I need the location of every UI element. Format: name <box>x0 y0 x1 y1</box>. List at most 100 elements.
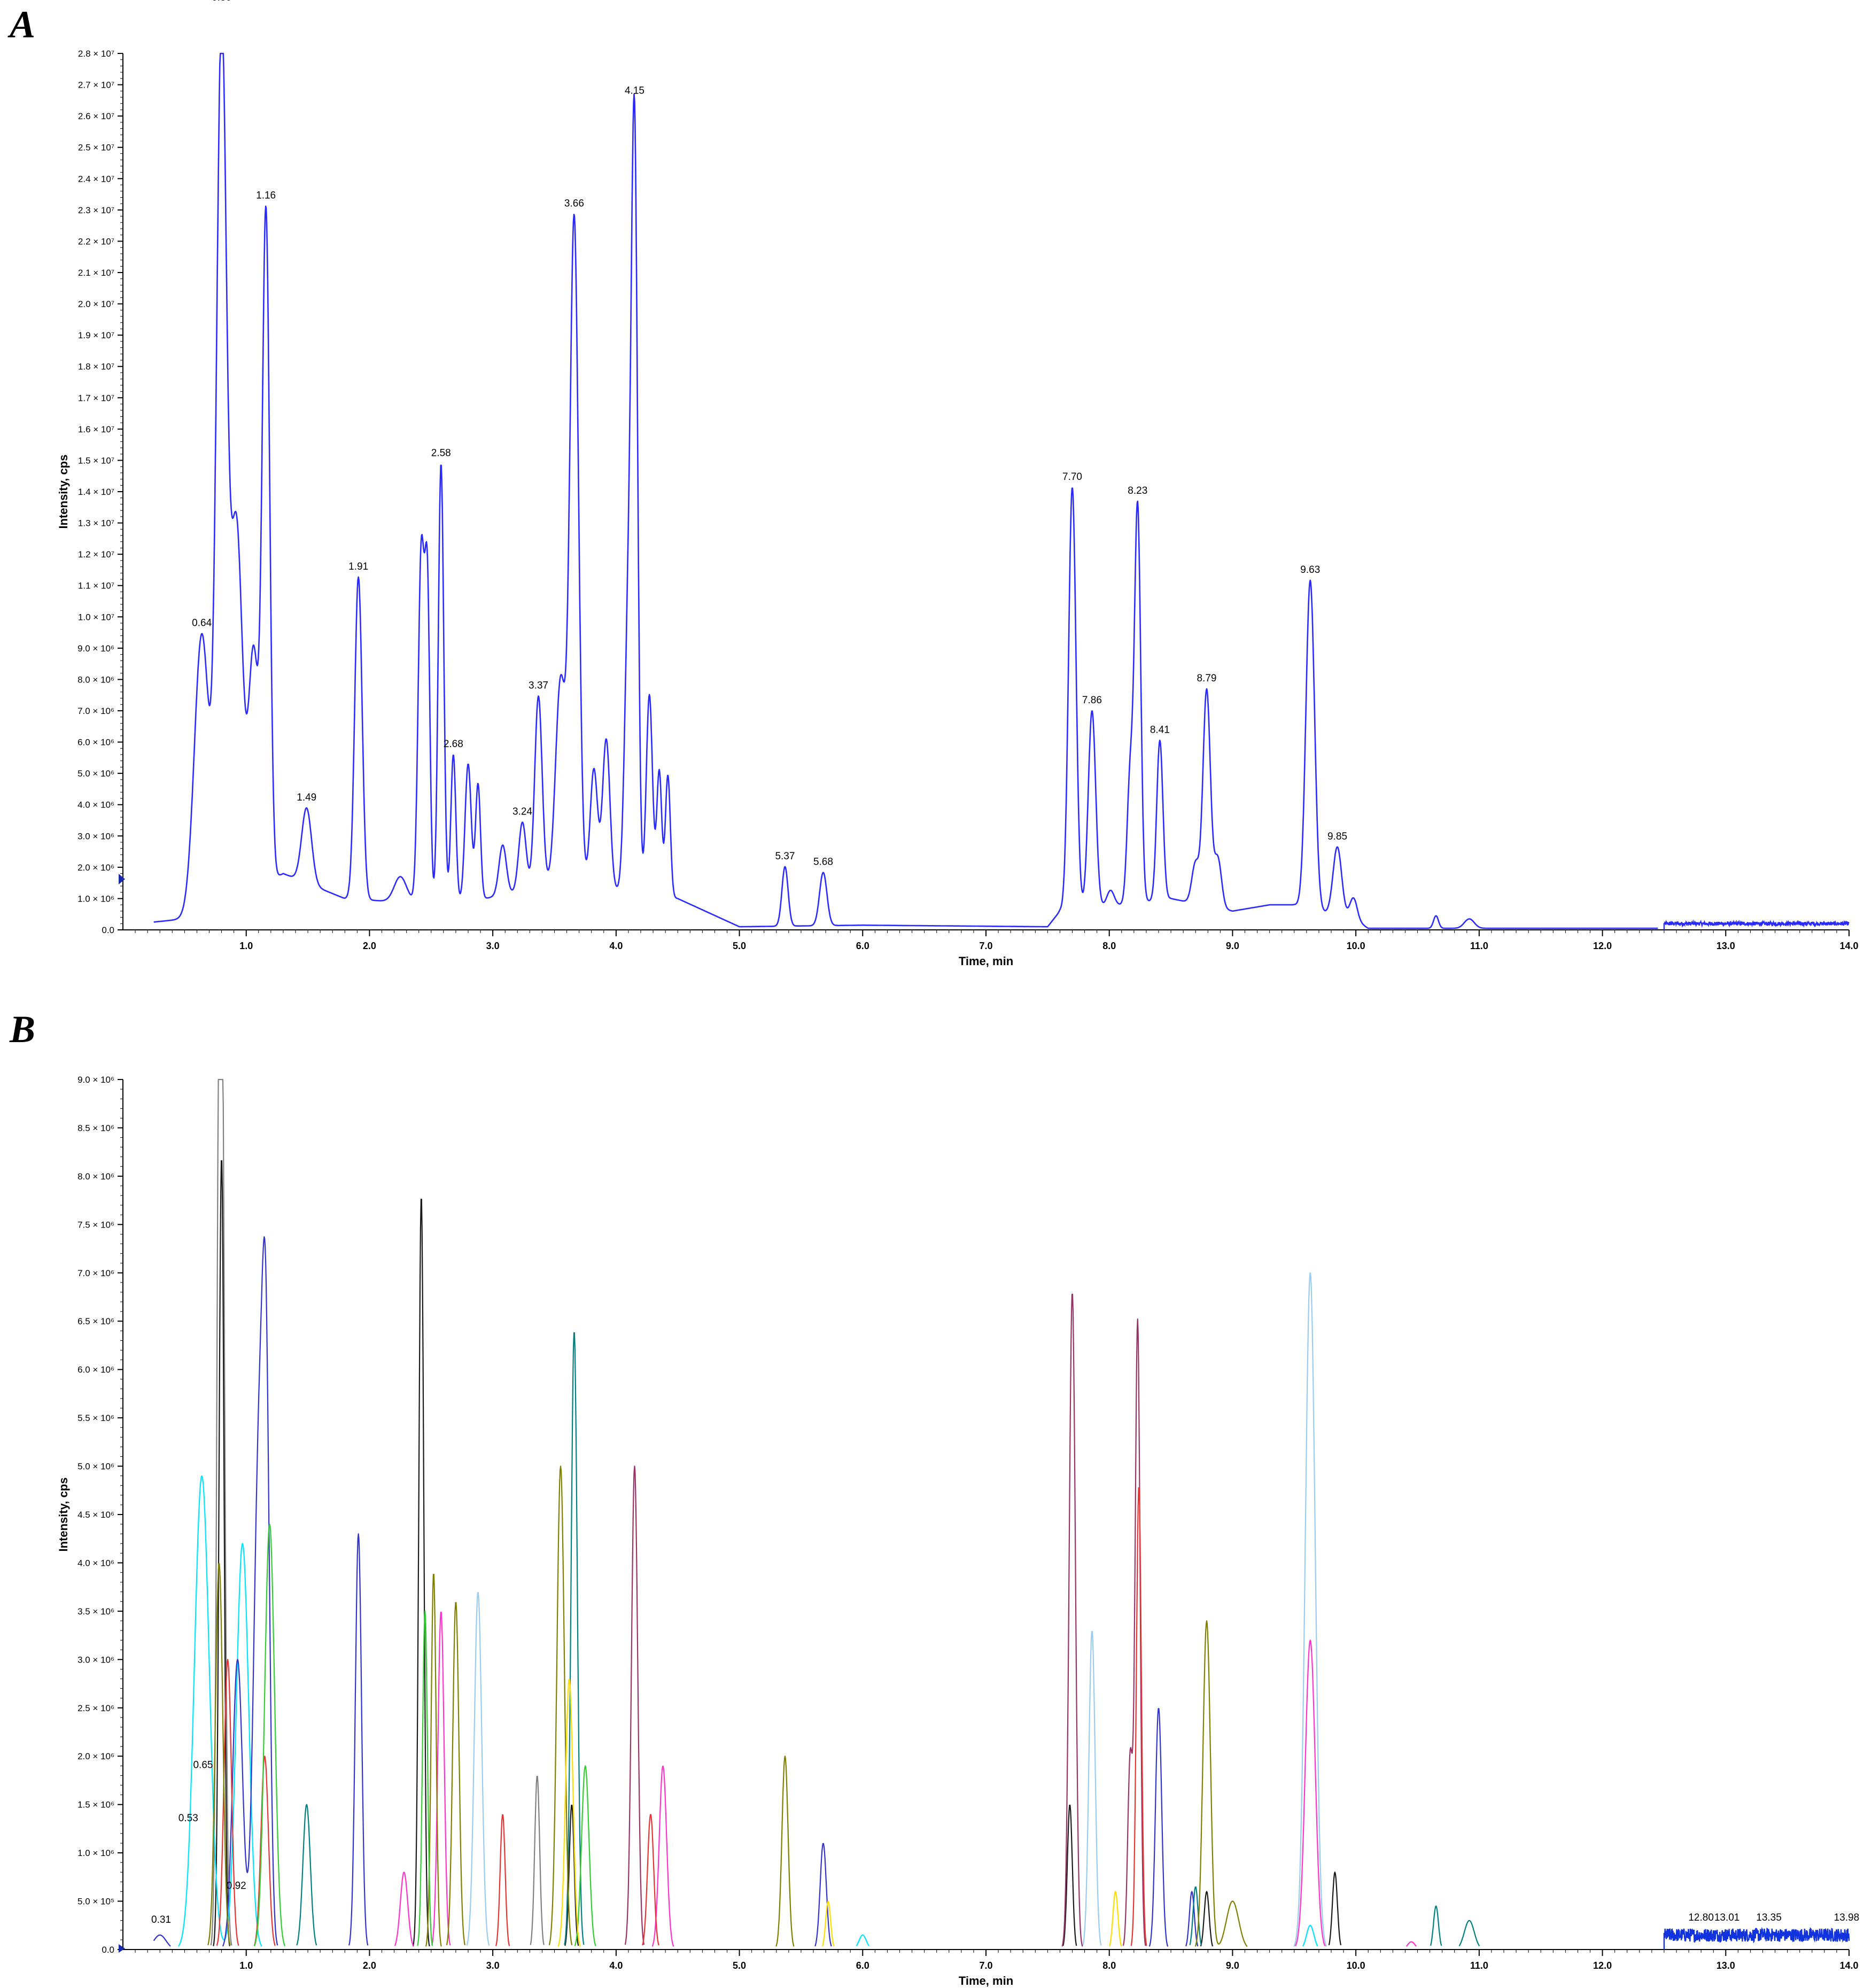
y-tick-label: 7.0 × 10⁶ <box>77 1268 114 1278</box>
peak-label: 3.66 <box>564 198 584 209</box>
y-tick-label: 2.0 × 10⁶ <box>77 863 114 873</box>
x-tick-label: 13.0 <box>1717 1960 1735 1971</box>
peak-label: 13.98 <box>1834 1912 1860 1923</box>
x-tick-label: 8.0 <box>1102 941 1116 951</box>
x-tick-label: 6.0 <box>856 941 869 951</box>
y-tick-label: 1.0 × 10⁷ <box>78 612 114 622</box>
y-axis-label: Intensity, cps <box>57 1478 70 1552</box>
series-line <box>177 1476 1318 1947</box>
y-tick-label: 5.0 × 10⁵ <box>77 1897 114 1907</box>
axis-marker <box>119 874 125 884</box>
x-tick-label: 13.0 <box>1717 941 1735 951</box>
peak-label: 8.41 <box>1150 724 1170 735</box>
y-tick-label: 0.0 <box>102 925 114 935</box>
x-tick-label: 10.0 <box>1347 1960 1365 1971</box>
y-tick-label: 2.4 × 10⁷ <box>78 174 114 184</box>
peak-label: 13.01 <box>1714 1912 1740 1923</box>
y-tick-label: 1.4 × 10⁷ <box>78 487 114 497</box>
y-tick-label: 9.0 × 10⁶ <box>77 643 114 654</box>
panel-a: 0.0 1.0 × 10⁶ 2.0 × 10⁶ 3.0 × 10⁶ 4.0 × 10⁶ 5… <box>57 0 1859 968</box>
series-line <box>466 1272 1327 1947</box>
y-tick-label: 3.0 × 10⁶ <box>77 831 114 841</box>
x-tick-label: 4.0 <box>609 941 623 951</box>
y-tick-label: 5.0 × 10⁶ <box>77 768 114 779</box>
x-tick-label: 7.0 <box>979 941 992 951</box>
panel-b: 0.0 5.0 × 10⁵ 1.0 × 10⁶ 1.5 × 10⁶ 2.0 × 10⁶ 2… <box>57 1075 1859 1987</box>
x-tick-label: 11.0 <box>1470 941 1488 951</box>
y-tick-label: 1.2 × 10⁷ <box>78 549 114 560</box>
y-tick-label: 1.5 × 10⁶ <box>77 1800 114 1810</box>
x-axis-label: Time, min <box>959 954 1013 968</box>
peak-label: 9.85 <box>1327 831 1347 842</box>
peak-label: 4.15 <box>625 86 644 97</box>
panel-a-letter: A <box>7 3 35 46</box>
peak-label: 2.58 <box>431 447 451 459</box>
x-tick-label: 5.0 <box>733 941 746 951</box>
y-tick-label: 1.5 × 10⁷ <box>78 455 114 465</box>
series-line <box>557 1679 1122 1947</box>
y-tick-label: 2.0 × 10⁶ <box>77 1751 114 1761</box>
noise-trace <box>1663 1927 1850 1950</box>
series-line <box>213 1160 1342 1947</box>
x-tick-label: 7.0 <box>979 1960 992 1971</box>
x-tick-label: 1.0 <box>239 941 253 951</box>
y-tick-label: 1.9 × 10⁷ <box>78 330 114 340</box>
y-tick-label: 6.5 × 10⁶ <box>77 1316 114 1326</box>
series-line <box>153 52 1658 929</box>
series-line <box>296 1332 1480 1946</box>
x-tick-label: 14.0 <box>1839 1960 1858 1971</box>
peak-label: 2.68 <box>444 739 463 750</box>
peak-label: 7.86 <box>1082 695 1102 706</box>
x-tick-label: 14.0 <box>1839 941 1858 951</box>
y-tick-label: 5.5 × 10⁶ <box>77 1413 114 1423</box>
series-line <box>216 1487 1147 1946</box>
peak-label: 8.79 <box>1197 673 1216 684</box>
x-tick-label: 2.0 <box>363 1960 376 1971</box>
y-tick-label: 8.0 × 10⁶ <box>77 674 114 685</box>
y-tick-label: 2.8 × 10⁷ <box>78 49 114 59</box>
peak-label: 1.49 <box>297 792 316 803</box>
x-tick-label: 9.0 <box>1226 941 1239 951</box>
noise-trace <box>1663 919 1850 930</box>
peak-label: 1.91 <box>348 561 368 572</box>
y-tick-label: 6.0 × 10⁶ <box>77 1365 114 1375</box>
x-tick-label: 12.0 <box>1593 1960 1612 1971</box>
y-tick-label: 1.3 × 10⁷ <box>78 518 114 529</box>
y-tick-label: 2.0 × 10⁷ <box>78 299 114 309</box>
y-tick-label: 2.7 × 10⁷ <box>78 80 114 90</box>
peak-label: 7.70 <box>1062 471 1082 483</box>
x-tick-label: 3.0 <box>486 1960 500 1971</box>
y-tick-label: 1.8 × 10⁷ <box>78 362 114 372</box>
y-tick-label: 2.5 × 10⁶ <box>77 1703 114 1713</box>
x-tick-label: 9.0 <box>1226 1960 1239 1971</box>
y-tick-label: 2.5 × 10⁷ <box>78 143 114 153</box>
peak-label: 3.37 <box>529 680 548 691</box>
series-line <box>394 1611 1417 1947</box>
y-tick-label: 1.0 × 10⁶ <box>77 894 114 904</box>
peak-label: 8.23 <box>1128 485 1147 496</box>
peak-label: 0.31 <box>151 1914 171 1925</box>
y-tick-label: 5.0 × 10⁶ <box>77 1462 114 1472</box>
series-line <box>210 1078 545 1946</box>
peak-label: 1.16 <box>256 190 276 201</box>
peak-label: 0.64 <box>192 618 212 629</box>
peak-label: 0.53 <box>178 1813 198 1824</box>
x-tick-label: 12.0 <box>1593 941 1612 951</box>
peak-label: 13.35 <box>1756 1912 1782 1923</box>
y-tick-label: 4.0 × 10⁶ <box>77 1558 114 1568</box>
series-line <box>253 1524 596 1946</box>
y-tick-label: 2.3 × 10⁷ <box>78 205 114 215</box>
y-tick-label: 4.0 × 10⁶ <box>77 800 114 810</box>
y-tick-label: 9.0 × 10⁶ <box>77 1075 114 1085</box>
y-tick-label: 1.7 × 10⁷ <box>78 393 114 403</box>
y-tick-label: 2.6 × 10⁷ <box>78 111 114 121</box>
panel-b-letter: B <box>9 1008 35 1051</box>
y-tick-label: 3.5 × 10⁶ <box>77 1606 114 1617</box>
peak-label: 12.80 <box>1688 1912 1714 1923</box>
x-axis-label: Time, min <box>959 1974 1013 1987</box>
y-tick-label: 7.5 × 10⁶ <box>77 1220 114 1230</box>
peak-label: 3.24 <box>512 806 532 817</box>
y-tick-label: 1.1 × 10⁷ <box>78 581 114 591</box>
y-tick-label: 7.0 × 10⁶ <box>77 706 114 716</box>
x-tick-label: 11.0 <box>1470 1960 1488 1971</box>
